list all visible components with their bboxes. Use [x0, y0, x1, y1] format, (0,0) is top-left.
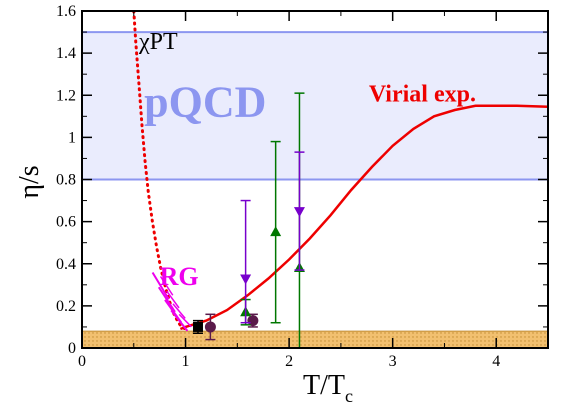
rg-hatch-segment: [172, 303, 186, 319]
x-axis-label-subscript: c: [345, 386, 353, 406]
x-tick-label: 2: [285, 353, 293, 370]
rg-hatch-segment: [170, 309, 189, 332]
y-tick-label: 1.6: [56, 3, 76, 20]
x-axis-label: T/Tc: [303, 370, 353, 406]
y-tick-label: 0.2: [56, 298, 76, 315]
plot-area: pQCD χPT Virial exp. RG 0 1 2 3 4 0 0.2 0.4 0.6 0.8 1 1…: [56, 3, 549, 370]
x-tick-label: 4: [492, 353, 500, 370]
data-point-triangle-down: [293, 207, 305, 218]
data-point-square: [192, 321, 203, 332]
y-axis-label: η/s: [14, 165, 45, 198]
data-point-circle: [204, 321, 216, 333]
rg-label: RG: [160, 262, 199, 291]
y-tick-label: 1: [68, 129, 76, 146]
rg-hatch-segment: [178, 313, 192, 328]
y-tick-label: 1.2: [56, 87, 76, 104]
y-tick-label: 0.8: [56, 172, 76, 189]
rg-hatch-segment: [159, 276, 174, 296]
y-tick-label: 0: [68, 340, 76, 357]
data-point-triangle-down: [240, 274, 252, 285]
x-tick-label: 1: [182, 353, 190, 370]
virial-curve: [179, 104, 548, 331]
x-tick-label: 0: [78, 353, 86, 370]
y-tick-label: 1.4: [56, 45, 76, 62]
kss-bound-band: [82, 331, 548, 348]
rg-hatch-segment: [157, 286, 176, 313]
y-tick-label: 0.6: [56, 214, 76, 231]
data-point-triangle-up: [270, 226, 282, 237]
x-tick-label: 3: [389, 353, 397, 370]
rg-hatch-segment: [151, 271, 170, 300]
y-tick-label: 0.4: [56, 256, 76, 273]
plot-content: pQCD: [82, 11, 548, 348]
virial-label: Virial exp.: [369, 82, 476, 108]
x-axis-label-main: T/T: [303, 370, 345, 401]
chiral-pt-label: χPT: [138, 29, 178, 55]
rg-hatch-segment: [166, 290, 180, 309]
pqcd-label: pQCD: [144, 77, 266, 126]
